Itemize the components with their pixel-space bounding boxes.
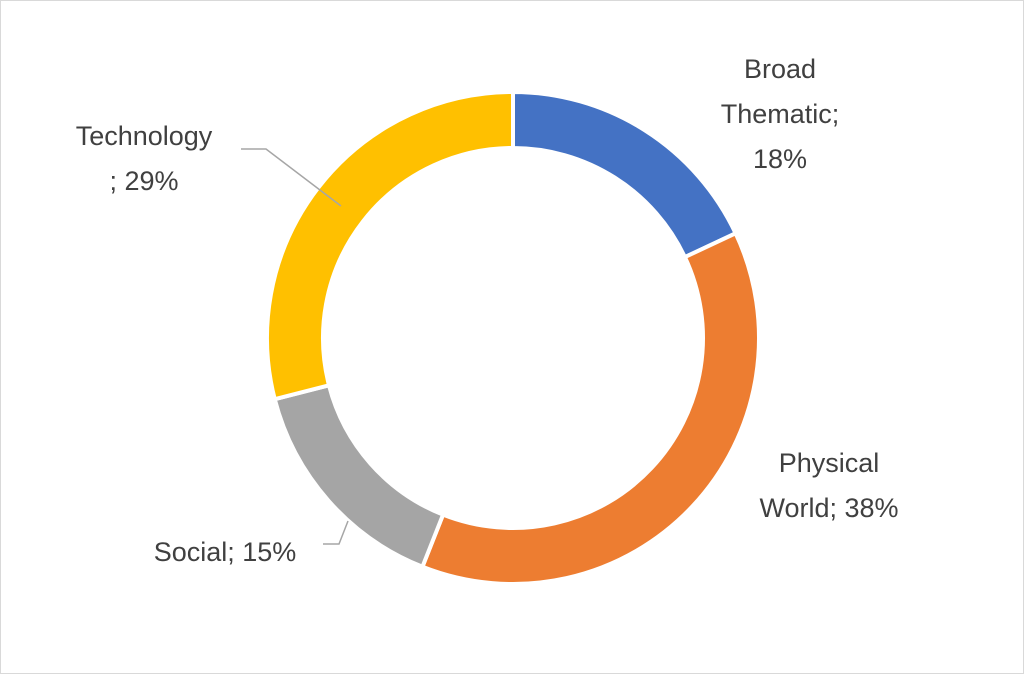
leader-line-technology: [241, 148, 342, 207]
slice-physical-world: [419, 230, 761, 586]
data-label-broad-thematic: Broad Thematic; 18%: [721, 54, 840, 174]
slice-technology: [265, 89, 515, 402]
data-label-line: ; 29%: [109, 166, 178, 196]
data-label-physical-world: Physical World; 38%: [759, 448, 898, 523]
data-label-social: Social; 15%: [154, 537, 297, 567]
slice-broad-thematic: [511, 89, 739, 260]
slice-social: [272, 382, 446, 570]
data-label-technology: Technology ; 29%: [76, 121, 213, 196]
data-label-line: Technology: [76, 121, 213, 151]
data-label-line: 18%: [753, 144, 807, 174]
data-label-line: Physical: [779, 448, 880, 478]
data-label-line: Social; 15%: [154, 537, 297, 567]
leader-line-social: [323, 520, 349, 545]
data-label-line: Thematic;: [721, 99, 840, 129]
data-label-line: World; 38%: [759, 493, 898, 523]
data-label-line: Broad: [744, 54, 816, 84]
